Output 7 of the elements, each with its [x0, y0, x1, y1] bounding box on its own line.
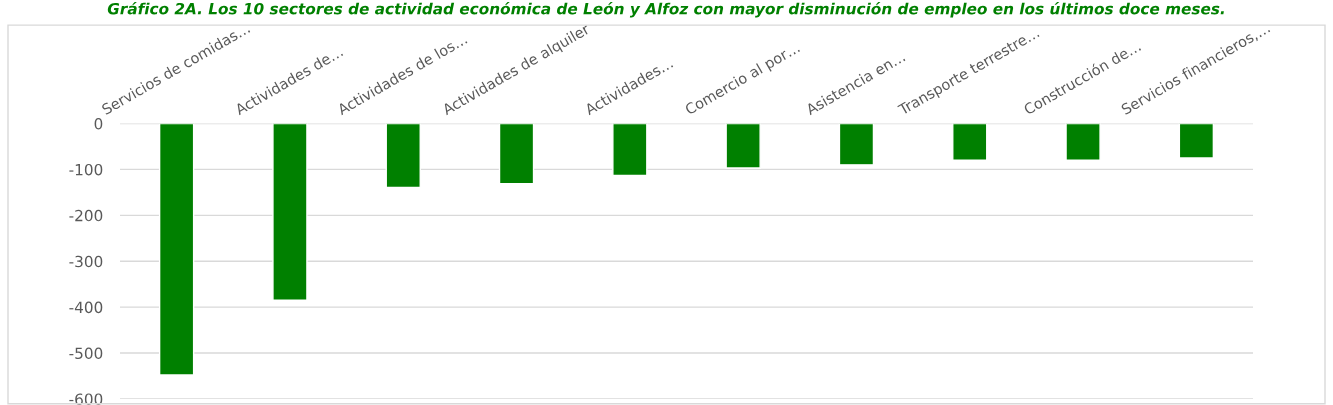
y-tick-label: -400	[69, 301, 103, 314]
chart-title: Gráfico 2A. Los 10 sectores de actividad económica de León y Alfoz con mayor disminución de empleo en los últimos doce meses.	[107, 2, 1224, 18]
y-tick-label: -100	[69, 163, 103, 176]
y-tick-label: 0	[94, 117, 103, 130]
y-tick-label: -200	[69, 209, 103, 222]
y-tick-label: -300	[69, 255, 103, 268]
y-tick-label: -500	[69, 347, 103, 360]
